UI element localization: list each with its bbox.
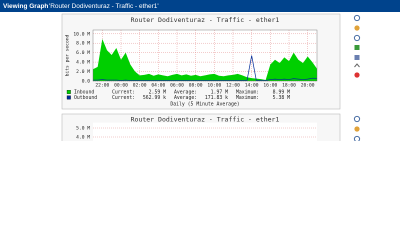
y-axis-label: bits per second	[65, 35, 71, 77]
settings-icon[interactable]	[354, 55, 360, 60]
page: Viewing Graph 'Router Dodiventuraz - Tra…	[0, 0, 400, 141]
legend-stat-label: Current:	[112, 90, 135, 96]
legend-stat-label: Maximum:	[236, 90, 259, 96]
y-tick-label: 8.0 M	[76, 41, 90, 47]
export-icon[interactable]	[354, 25, 360, 31]
x-tick-label: 10:00	[207, 83, 221, 89]
x-tick-label: 14:00	[245, 83, 259, 89]
x-tick-label: 12:00	[226, 83, 240, 89]
export-icon[interactable]	[354, 126, 360, 132]
graph-title: Router Dodiventuraz - Traffic - ether1	[131, 116, 280, 124]
legend-stat-value: 2.59 M	[149, 90, 166, 96]
zoom-icon[interactable]	[353, 14, 361, 22]
x-tick-label: 08:00	[189, 83, 203, 89]
legend-swatch	[66, 95, 71, 100]
x-tick-label: 22:00	[95, 83, 109, 89]
header-bar	[0, 0, 400, 12]
x-tick-label: 16:00	[263, 83, 277, 89]
remove-icon[interactable]	[354, 72, 360, 78]
y-tick-label: 10.0 M	[73, 31, 90, 37]
legend-stat-value: 171.83 k	[205, 95, 228, 101]
graph-actions	[353, 14, 361, 141]
plot-area	[93, 122, 317, 141]
header-name: 'Router Dodiventuraz - Traffic - ether1'	[49, 3, 159, 10]
outbound-line	[93, 55, 318, 81]
legend-stat-label: Average:	[174, 95, 197, 101]
x-tick-label: 00:00	[114, 83, 128, 89]
y-tick-label: 2.0 M	[76, 69, 90, 75]
y-tick-label: 6.0 M	[76, 50, 90, 56]
graph-footer: Daily (5 Minute Average)	[170, 102, 239, 108]
legend-stat-value: 1.97 M	[211, 90, 228, 96]
graph-title: Router Dodiventuraz - Traffic - ether1	[131, 16, 280, 24]
x-tick-label: 06:00	[170, 83, 184, 89]
legend-label: Outbound	[74, 95, 97, 101]
y-tick-label: 5.0 M	[76, 126, 90, 132]
legend-stat-value: 8.99 M	[273, 90, 290, 96]
plot-frame	[92, 29, 318, 82]
zoom-icon[interactable]	[353, 115, 361, 123]
graph-icon[interactable]	[354, 45, 360, 50]
x-tick-label: 02:00	[133, 83, 147, 89]
search-icon[interactable]	[353, 135, 361, 141]
header-label: Viewing Graph	[3, 3, 48, 10]
legend-stat-label: Current:	[112, 95, 135, 101]
x-tick-label: 04:00	[151, 83, 165, 89]
search-icon[interactable]	[353, 34, 361, 42]
legend-swatch	[66, 90, 71, 94]
x-tick-label: 20:00	[301, 83, 315, 89]
y-tick-label: 4.0 M	[76, 60, 90, 66]
inbound-area	[93, 38, 317, 81]
legend-stat-label: Maximum:	[236, 95, 259, 101]
legend-stat-value: 5.38 M	[273, 95, 290, 101]
y-tick-label: 0.0	[82, 79, 91, 85]
legend-label: Inbound	[74, 90, 94, 96]
x-tick-label: 18:00	[282, 83, 296, 89]
legend-stat-label: Average:	[174, 90, 197, 96]
y-tick-label: 4.0 M	[76, 135, 90, 141]
edit-icon[interactable]	[354, 63, 360, 68]
legend-stat-value: 562.99 k	[143, 95, 166, 101]
